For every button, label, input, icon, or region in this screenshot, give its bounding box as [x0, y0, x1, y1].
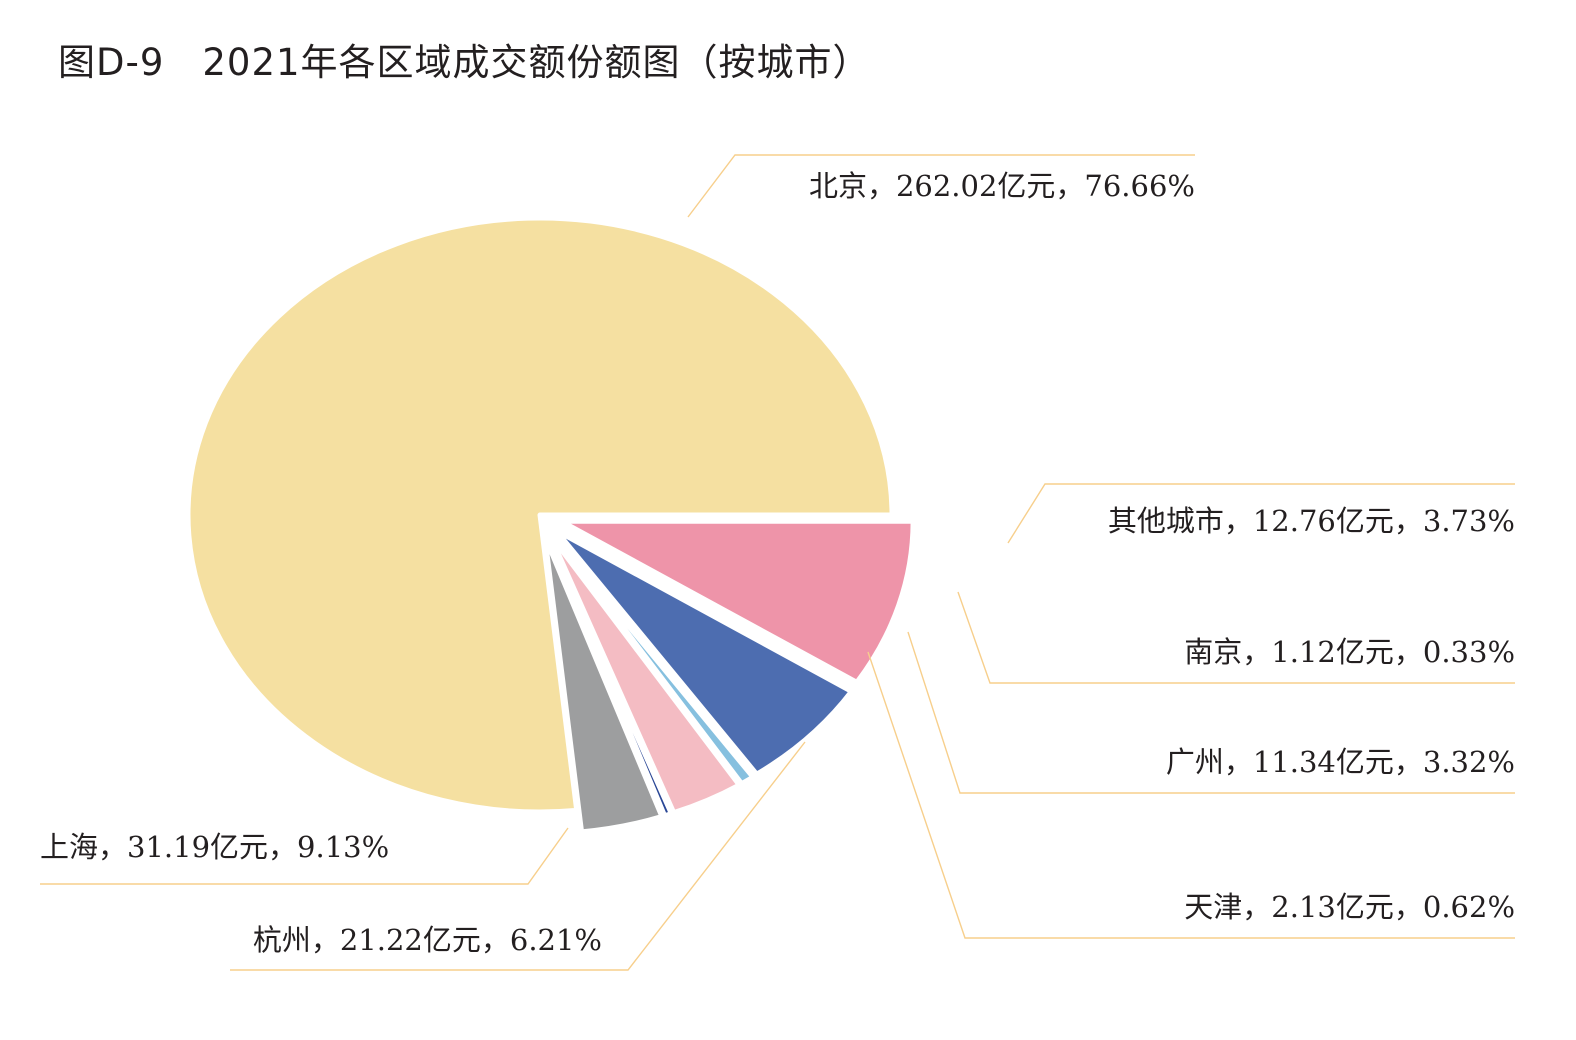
- leader-line-2: [957, 591, 1515, 684]
- data-label-3: 广州，11.34亿元，3.32%: [1166, 745, 1515, 779]
- pie-slice-2: [545, 533, 674, 819]
- pie-slice-3: [547, 532, 742, 816]
- pie-slice-4: [549, 530, 756, 787]
- leader-line-1: [1007, 483, 1515, 544]
- slice-labels: 北京，262.02亿元，76.66% 其他城市，12.76亿元，3.73% 南京，1…: [40, 169, 1515, 957]
- data-label-4: 天津，2.13亿元，0.62%: [1184, 890, 1515, 924]
- data-label-2: 南京，1.12亿元，0.33%: [1184, 635, 1515, 669]
- leader-line-3: [907, 631, 1515, 794]
- pie-slice-1: [542, 533, 665, 835]
- leader-lines: [40, 154, 1515, 971]
- leader-line-0: [687, 154, 1195, 218]
- leader-line-5: [230, 741, 806, 971]
- leader-line-6: [40, 827, 569, 885]
- pie-slices: [185, 215, 916, 835]
- leader-line-4: [867, 651, 1515, 939]
- pie-slice-5: [553, 527, 855, 777]
- chart-title: 图D-9 2021年各区域成交额份额图（按城市）: [58, 41, 871, 84]
- data-label-6: 上海，31.19亿元，9.13%: [40, 830, 389, 864]
- data-label-1: 其他城市，12.76亿元，3.73%: [1108, 504, 1515, 538]
- pie-slice-0: [185, 215, 895, 815]
- data-label-5: 杭州，21.22亿元，6.21%: [253, 923, 602, 957]
- data-label-0: 北京，262.02亿元，76.66%: [809, 169, 1195, 203]
- pie-slice-6: [558, 518, 916, 685]
